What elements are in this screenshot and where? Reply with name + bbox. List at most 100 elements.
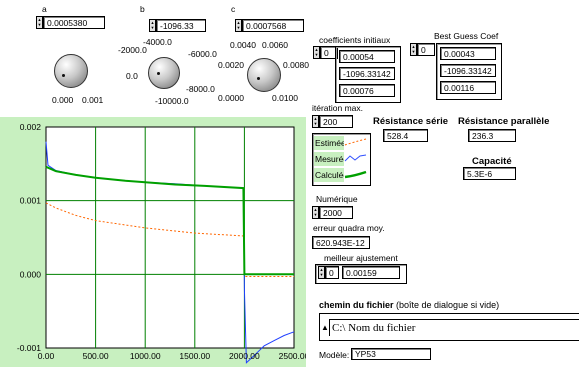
plot-ticks: 0.00 500.00 1000.00 1500.00 2000.00 2500.00 0.… — [17, 122, 306, 361]
x-tick-label: 1500.00 — [179, 351, 210, 361]
coef-init-label: coefficients initiaux — [319, 35, 391, 45]
knob-a-scale-min: 0.000 — [52, 95, 74, 105]
chemin-label-rest: (boîte de dialogue si vide) — [393, 300, 500, 310]
knob-b-tick: -4000.0 — [143, 37, 172, 47]
coef-init-value[interactable]: 0.00076 — [339, 84, 395, 97]
knob-a[interactable] — [54, 54, 88, 88]
knob-b-tick: -10000.0 — [155, 96, 189, 106]
erreur-value: 620.943E-12 — [312, 236, 370, 249]
knob-a-value[interactable]: 0.0005380 — [43, 16, 105, 29]
knob-c-pointer — [257, 77, 260, 80]
spin-icon[interactable]: ▲ ▼ — [312, 206, 319, 219]
coef-init-index[interactable]: ▲ ▼ 0 — [313, 46, 338, 59]
legend-swatch-calculee — [344, 170, 367, 179]
meilleur-value: 0.00159 — [342, 266, 400, 279]
legend-label: Mesurée — [315, 154, 349, 164]
iter-max-value[interactable]: 200 — [319, 115, 353, 128]
spin-icon[interactable]: ▲ ▼ — [235, 19, 242, 32]
knob-c-value[interactable]: 0.0007568 — [242, 19, 304, 32]
res-par-label: Résistance parallèle — [458, 116, 550, 127]
y-tick-label: 0.002 — [20, 122, 42, 132]
knob-c-label: c — [231, 4, 236, 14]
iter-max-label: itération max. — [312, 103, 364, 113]
knob-a-scale-max: 0.001 — [82, 95, 104, 105]
spin-icon[interactable]: ▲ ▼ — [313, 46, 320, 59]
legend-swatches — [344, 136, 367, 182]
coef-init-index-value[interactable]: 0 — [320, 46, 338, 59]
x-tick-label: 1000.00 — [130, 351, 161, 361]
path-browse-icon[interactable]: ▲ — [321, 323, 329, 332]
best-guess-index-value[interactable]: 0 — [417, 43, 435, 56]
waveform-chart[interactable]: 0.00 500.00 1000.00 1500.00 2000.00 2500.00 0.… — [0, 117, 306, 367]
knob-b[interactable] — [148, 57, 180, 89]
numerique-control[interactable]: ▲ ▼ 2000 — [312, 206, 353, 219]
numerique-value[interactable]: 2000 — [319, 206, 353, 219]
y-tick-label: -0.001 — [17, 343, 41, 353]
legend-swatch-mesuree — [344, 154, 367, 162]
knob-b-tick: -6000.0 — [188, 49, 217, 59]
chemin-label-bold: chemin du fichier — [319, 300, 394, 310]
knob-c-tick: 0.0060 — [262, 40, 288, 50]
chemin-path-control[interactable]: ▲ C:\ Nom du fichier — [319, 313, 579, 341]
x-tick-label: 500.00 — [83, 351, 109, 361]
chemin-label: chemin du fichier (boîte de dialogue si … — [319, 300, 499, 310]
best-guess-value: 0.00043 — [440, 47, 496, 60]
best-guess-label: Best Guess Coef — [434, 31, 499, 41]
res-serie-label: Résistance série — [373, 116, 448, 127]
best-guess-index[interactable]: ▲ ▼ 0 — [410, 43, 435, 56]
knob-c[interactable] — [247, 58, 281, 92]
y-tick-label: 0.001 — [20, 196, 42, 206]
best-guess-value: -1096.33142 — [440, 64, 496, 77]
modele-value[interactable]: YP53 — [351, 348, 431, 360]
knob-b-pointer — [157, 72, 160, 75]
x-tick-label: 2500.00 — [279, 351, 306, 361]
modele-label: Modèle: — [319, 350, 350, 360]
knob-a-numeric[interactable]: ▲ ▼ 0.0005380 — [36, 16, 105, 29]
plot-series — [45, 141, 295, 364]
knob-c-numeric[interactable]: ▲ ▼ 0.0007568 — [235, 19, 304, 32]
knob-c-tick: 0.0100 — [272, 93, 298, 103]
y-tick-label: 0.000 — [20, 269, 42, 279]
res-serie-value: 528.4 — [383, 129, 428, 142]
x-tick-label: 0.00 — [38, 351, 55, 361]
meilleur-array — [315, 264, 407, 284]
legend-label: Calculée — [315, 170, 349, 180]
coef-init-array — [335, 46, 401, 103]
knob-b-tick: -2000.0 — [118, 45, 147, 55]
coef-init-value[interactable]: 0.00054 — [339, 50, 395, 63]
knob-b-label: b — [140, 4, 145, 14]
knob-a-pointer — [62, 74, 65, 77]
capacite-value: 5.3E-6 — [463, 167, 516, 180]
spin-icon[interactable]: ▲ ▼ — [312, 115, 319, 128]
knob-b-value[interactable]: -1096.33 — [156, 19, 206, 32]
best-guess-value: 0.00116 — [440, 81, 496, 94]
spin-icon[interactable]: ▲ ▼ — [410, 43, 417, 56]
res-par-value: 236.3 — [468, 129, 516, 142]
knob-a-label: a — [42, 4, 47, 14]
knob-c-tick: 0.0020 — [218, 60, 244, 70]
coef-init-value[interactable]: -1096.33142 — [339, 67, 395, 80]
knob-b-tick: 0.0 — [126, 71, 138, 81]
knob-b-tick: -8000.0 — [186, 84, 215, 94]
spin-icon[interactable]: ▲ ▼ — [36, 16, 43, 29]
chemin-path-value[interactable]: C:\ Nom du fichier — [329, 319, 579, 336]
spin-icon[interactable]: ▲ ▼ — [318, 266, 325, 279]
best-guess-array — [436, 43, 502, 100]
spin-icon[interactable]: ▲ ▼ — [149, 19, 156, 32]
capacite-label: Capacité — [472, 156, 512, 167]
knob-c-tick: 0.0040 — [230, 40, 256, 50]
legend-label: Estimée — [315, 138, 346, 148]
erreur-label: erreur quadra moy. — [313, 223, 385, 233]
iter-max-control[interactable]: ▲ ▼ 200 — [312, 115, 353, 128]
meilleur-index[interactable]: ▲ ▼ 0 — [318, 266, 339, 279]
knob-c-tick: 0.0080 — [283, 60, 309, 70]
meilleur-label: meilleur ajustement — [324, 253, 398, 263]
knob-c-tick: 0.0000 — [218, 93, 244, 103]
numerique-label: Numérique — [316, 194, 358, 204]
x-tick-label: 2000.00 — [229, 351, 260, 361]
series-calculee — [45, 165, 294, 276]
plot-grid — [46, 127, 294, 348]
plot-area[interactable] — [45, 126, 295, 349]
knob-b-numeric[interactable]: ▲ ▼ -1096.33 — [149, 19, 206, 32]
meilleur-index-value[interactable]: 0 — [325, 266, 339, 279]
